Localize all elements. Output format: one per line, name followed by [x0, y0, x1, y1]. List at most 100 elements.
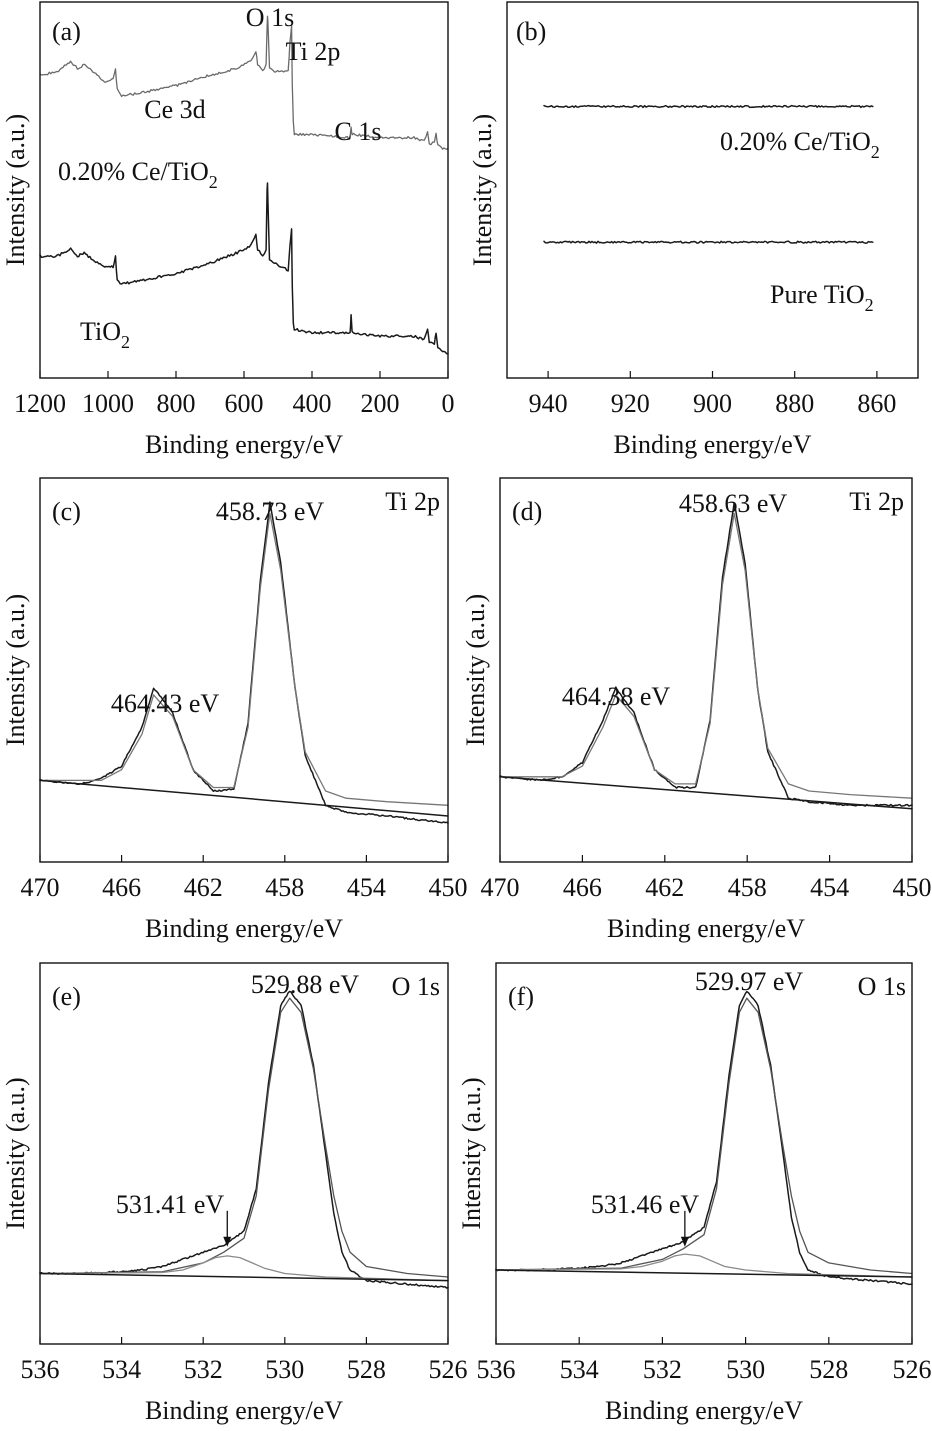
x-tick-label: 466: [102, 873, 141, 902]
x-tick-label: 900: [693, 389, 732, 418]
x-tick-label: 880: [775, 389, 814, 418]
panel-title: O 1s: [392, 972, 440, 1001]
chart-panel-b: 940 920 900 880 860 Binding energy/eV Intensit…: [468, 1, 919, 459]
x-tick-label: 470: [21, 873, 60, 902]
series-line-1: [39, 990, 449, 1289]
peak-annotation: 531.46 eV: [591, 1190, 700, 1219]
x-tick-label: 536: [21, 1355, 60, 1384]
x-tick-label: 462: [184, 873, 223, 902]
x-axis-label: Binding energy/eV: [145, 430, 343, 459]
panel-label: (c): [52, 497, 81, 526]
chart-panel-c: 470 466 462 458 454 450 Binding energy/eV Inten…: [1, 477, 468, 943]
peak-annotation: Ti 2p: [286, 37, 341, 66]
peak-annotation: 464.38 eV: [562, 682, 671, 711]
x-tick-label: 532: [184, 1355, 223, 1384]
panel-label: (b): [516, 17, 546, 46]
x-tick-label: 526: [893, 1355, 932, 1384]
x-tick-label: 528: [347, 1355, 386, 1384]
chart-panel-f: 536 534 532 530 528 526 Binding energy/eV Inten…: [457, 962, 932, 1425]
x-tick-label: 536: [477, 1355, 516, 1384]
x-tick-label: 600: [225, 389, 264, 418]
x-tick-label: 532: [643, 1355, 682, 1384]
series-label: Pure TiO2: [770, 280, 874, 315]
x-axis-label: Binding energy/eV: [145, 1396, 343, 1425]
series-line-1: [495, 990, 913, 1286]
peak-annotation: 529.88 eV: [251, 970, 360, 999]
peak-annotation: 529.97 eV: [695, 967, 804, 996]
series-line-1: [39, 15, 449, 150]
series-line-2: [499, 512, 913, 799]
panel-label: (f): [508, 982, 534, 1011]
chart-panel-d: 470 466 462 458 454 450 Binding energy/eV Inten…: [461, 477, 932, 943]
x-tick-label: 466: [563, 873, 602, 902]
x-tick-label: 454: [810, 873, 849, 902]
arrow-head: [223, 1236, 232, 1247]
series-line-1: [39, 501, 449, 824]
series-label: TiO2: [80, 317, 130, 352]
series-line-1: [499, 502, 913, 807]
plot-frame: [499, 477, 913, 863]
panel-title: O 1s: [858, 972, 906, 1001]
y-axis-label: Intensity (a.u.): [1, 114, 30, 266]
series-line-2: [39, 512, 449, 806]
y-axis-label: Intensity (a.u.): [1, 594, 30, 746]
x-axis-label: Binding energy/eV: [607, 914, 805, 943]
x-tick-label: 454: [347, 873, 386, 902]
x-tick-label: 860: [857, 389, 896, 418]
x-axis-label: Binding energy/eV: [605, 1396, 803, 1425]
plot-frame: [39, 477, 449, 863]
series-label: 0.20% Ce/TiO2: [720, 127, 880, 162]
peak-annotation: O 1s: [246, 3, 294, 32]
series-line-1: [543, 104, 874, 109]
series-line-3: [495, 1253, 913, 1278]
y-axis-label: Intensity (a.u.): [1, 1077, 30, 1229]
x-tick-label: 940: [529, 389, 568, 418]
x-tick-label: 530: [726, 1355, 765, 1384]
x-tick-label: 450: [893, 873, 932, 902]
series-line-3: [39, 1255, 449, 1282]
peak-annotation: Ce 3d: [144, 95, 205, 124]
x-axis-label: Binding energy/eV: [145, 914, 343, 943]
x-tick-label: 458: [265, 873, 304, 902]
x-tick-label: 528: [809, 1355, 848, 1384]
x-tick-label: 1000: [82, 389, 134, 418]
series-line-4: [495, 1269, 913, 1278]
x-tick-label: 458: [728, 873, 767, 902]
panel-label: (d): [512, 497, 542, 526]
x-tick-label: 530: [265, 1355, 304, 1384]
arrow-head: [680, 1236, 689, 1247]
x-tick-label: 0: [442, 389, 455, 418]
y-axis-label: Intensity (a.u.): [468, 114, 497, 266]
series-line-2: [39, 997, 449, 1278]
x-tick-label: 200: [361, 389, 400, 418]
series-line-2: [39, 182, 449, 355]
x-tick-label: 1200: [14, 389, 66, 418]
plot-frame: [39, 962, 449, 1345]
panel-label: (a): [52, 17, 81, 46]
x-tick-label: 534: [560, 1355, 599, 1384]
x-tick-label: 800: [157, 389, 196, 418]
peak-annotation: 464.43 eV: [111, 689, 220, 718]
y-axis-label: Intensity (a.u.): [461, 594, 490, 746]
chart-panel-e: 536 534 532 530 528 526 Binding energy/eV Inten…: [1, 962, 468, 1425]
x-tick-label: 400: [293, 389, 332, 418]
panel-title: Ti 2p: [385, 487, 440, 516]
peak-annotation: 458.73 eV: [216, 497, 325, 526]
series-line-2: [495, 997, 913, 1275]
peak-annotation: 458.63 eV: [679, 489, 788, 518]
panel-title: Ti 2p: [849, 487, 904, 516]
x-tick-label: 450: [429, 873, 468, 902]
series-line-4: [39, 1272, 449, 1282]
series-line-3: [39, 779, 449, 817]
plot-frame: [506, 1, 919, 379]
x-tick-label: 920: [611, 389, 650, 418]
x-tick-label: 534: [102, 1355, 141, 1384]
x-tick-label: 526: [429, 1355, 468, 1384]
series-line-3: [499, 776, 913, 810]
series-line-2: [543, 240, 874, 244]
chart-panel-a: 1200 1000 800 600 400 200 0 Binding energy/eV In…: [1, 1, 455, 459]
peak-annotation: C 1s: [335, 117, 382, 146]
x-tick-label: 470: [481, 873, 520, 902]
x-axis-label: Binding energy/eV: [613, 430, 811, 459]
